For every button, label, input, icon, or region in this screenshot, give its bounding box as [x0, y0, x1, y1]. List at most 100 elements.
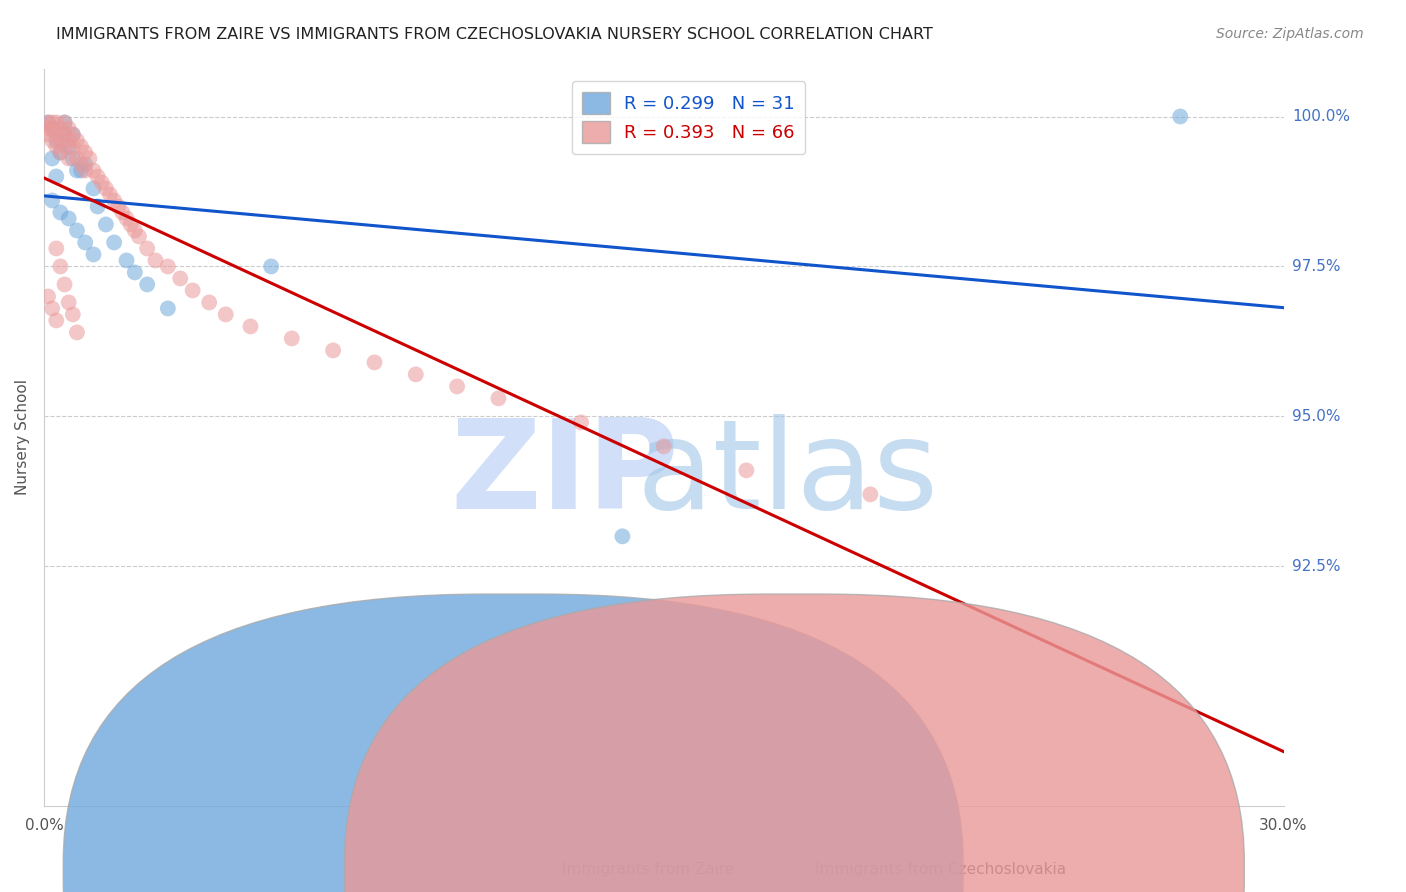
Point — [58, 134, 80, 148]
Point — [45, 242, 67, 256]
Point — [66, 326, 89, 340]
Point — [156, 301, 179, 316]
Point — [86, 169, 108, 184]
Point — [41, 301, 63, 316]
Point — [94, 218, 117, 232]
Point — [58, 152, 80, 166]
Text: Source: ZipAtlas.com: Source: ZipAtlas.com — [1216, 27, 1364, 41]
Point — [75, 157, 97, 171]
Point — [53, 128, 76, 142]
Point — [66, 163, 89, 178]
Legend: R = 0.299   N = 31, R = 0.393   N = 66: R = 0.299 N = 31, R = 0.393 N = 66 — [572, 81, 806, 154]
Point — [53, 115, 76, 129]
Point — [90, 176, 112, 190]
Point — [62, 128, 84, 142]
Point — [363, 355, 385, 369]
Point — [1168, 110, 1191, 124]
Point — [58, 295, 80, 310]
Text: IMMIGRANTS FROM ZAIRE VS IMMIGRANTS FROM CZECHOSLOVAKIA NURSERY SCHOOL CORRELATI: IMMIGRANTS FROM ZAIRE VS IMMIGRANTS FROM… — [56, 27, 934, 42]
Point — [62, 139, 84, 153]
Point — [107, 199, 129, 213]
Point — [53, 115, 76, 129]
Text: ZIP: ZIP — [450, 414, 679, 535]
Point — [136, 242, 159, 256]
Point — [45, 139, 67, 153]
Text: 0.0%: 0.0% — [24, 818, 63, 833]
Point — [70, 139, 93, 153]
Point — [70, 157, 93, 171]
Point — [41, 121, 63, 136]
Text: atlas: atlas — [637, 414, 939, 535]
Point — [45, 128, 67, 142]
Point — [41, 194, 63, 208]
Point — [120, 218, 142, 232]
Point — [198, 295, 221, 310]
Text: Immigrants from Czechoslovakia: Immigrants from Czechoslovakia — [815, 863, 1067, 877]
Point — [45, 313, 67, 327]
Point — [41, 115, 63, 129]
Point — [281, 331, 304, 345]
Point — [37, 115, 59, 129]
Point — [53, 277, 76, 292]
Point — [66, 223, 89, 237]
Point — [652, 439, 675, 453]
Point — [41, 121, 63, 136]
Point — [66, 152, 89, 166]
Point — [82, 181, 104, 195]
Point — [41, 134, 63, 148]
Point — [45, 115, 67, 129]
Point — [49, 134, 72, 148]
Y-axis label: Nursery School: Nursery School — [15, 379, 30, 495]
Point — [37, 128, 59, 142]
Point — [136, 277, 159, 292]
Point — [70, 163, 93, 178]
Text: 95.0%: 95.0% — [1292, 409, 1340, 424]
Point — [169, 271, 191, 285]
Point — [45, 134, 67, 148]
Point — [859, 487, 882, 501]
Point — [446, 379, 468, 393]
Point — [86, 199, 108, 213]
Point — [94, 181, 117, 195]
Point — [37, 115, 59, 129]
Point — [735, 463, 758, 477]
Point — [405, 368, 427, 382]
Point — [49, 121, 72, 136]
Point — [37, 121, 59, 136]
Point — [79, 152, 101, 166]
Point — [98, 187, 121, 202]
Point — [62, 152, 84, 166]
Text: 92.5%: 92.5% — [1292, 558, 1340, 574]
Point — [75, 163, 97, 178]
Point — [124, 265, 146, 279]
Point — [49, 205, 72, 219]
Point — [115, 253, 138, 268]
Point — [215, 307, 238, 321]
Point — [75, 145, 97, 160]
Point — [41, 152, 63, 166]
Point — [58, 139, 80, 153]
Point — [181, 284, 204, 298]
Point — [612, 529, 634, 543]
Text: Immigrants from Zaire: Immigrants from Zaire — [562, 863, 735, 877]
Point — [58, 121, 80, 136]
Point — [260, 260, 283, 274]
Point — [82, 163, 104, 178]
Text: 97.5%: 97.5% — [1292, 259, 1340, 274]
Point — [49, 260, 72, 274]
Point — [128, 229, 150, 244]
Point — [124, 223, 146, 237]
Point — [75, 235, 97, 250]
Point — [62, 128, 84, 142]
Point — [37, 289, 59, 303]
Point — [156, 260, 179, 274]
Point — [103, 194, 125, 208]
Point — [239, 319, 262, 334]
Point — [53, 128, 76, 142]
Point — [488, 392, 510, 406]
Text: 100.0%: 100.0% — [1292, 109, 1350, 124]
Point — [115, 211, 138, 226]
Text: 30.0%: 30.0% — [1260, 818, 1308, 833]
Point — [49, 145, 72, 160]
Point — [58, 211, 80, 226]
